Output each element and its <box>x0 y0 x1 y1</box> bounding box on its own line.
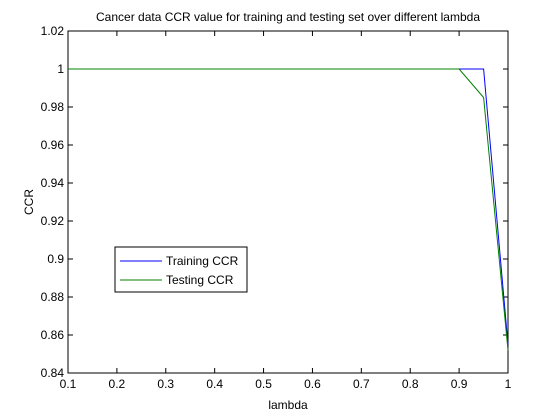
x-tick-label: 0.8 <box>402 377 419 391</box>
legend-label: Testing CCR <box>166 273 234 287</box>
x-tick-label: 0.7 <box>353 377 370 391</box>
x-tick-label: 0.6 <box>304 377 321 391</box>
y-tick-label: 0.86 <box>41 328 65 342</box>
axis-ticks: 0.1 0.2 0.3 0.4 0.5 0.6 0.7 0.8 0.9 1 0.84 0.86 0.88… <box>41 24 512 391</box>
x-tick-label: 0.4 <box>206 377 223 391</box>
series-layer <box>68 68 509 351</box>
y-tick-label: 0.98 <box>41 100 65 114</box>
y-axis-label: CCR <box>22 189 36 215</box>
x-tick-label: 0.1 <box>60 377 77 391</box>
plot-area <box>67 30 509 374</box>
chart-title: Cancer data CCR value for training and t… <box>96 10 480 24</box>
x-tick-label: 0.5 <box>255 377 272 391</box>
x-tick-label: 0.9 <box>451 377 468 391</box>
y-tick-label: 0.84 <box>41 366 65 380</box>
x-tick-label: 0.3 <box>157 377 174 391</box>
legend-label: Training CCR <box>166 254 239 268</box>
legend-box <box>114 246 248 293</box>
legend: Training CCR Testing CCR <box>114 246 248 293</box>
y-tick-label: 0.9 <box>47 252 64 266</box>
y-tick-label: 1 <box>57 62 64 76</box>
y-tick-label: 0.88 <box>41 290 65 304</box>
series-line-testing-ccr <box>68 68 509 351</box>
y-tick-label: 0.96 <box>41 138 65 152</box>
y-tick-label: 1.02 <box>41 24 65 38</box>
x-tick-label: 0.2 <box>109 377 126 391</box>
x-axis-label: lambda <box>268 398 308 412</box>
x-tick-label: 1 <box>505 377 512 391</box>
y-tick-label: 0.92 <box>41 214 65 228</box>
y-tick-label: 0.94 <box>41 176 65 190</box>
